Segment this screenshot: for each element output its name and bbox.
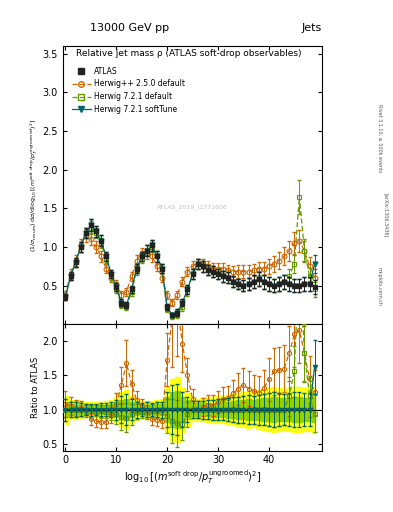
Text: Rivet 3.1.10, ≥ 500k events: Rivet 3.1.10, ≥ 500k events [377,104,382,173]
Text: ATLAS_2019_I1772606: ATLAS_2019_I1772606 [157,204,228,210]
Text: Jets: Jets [302,23,322,33]
Text: mcplots.cern.ch: mcplots.cern.ch [377,267,382,306]
Text: [arXiv:1306.3436]: [arXiv:1306.3436] [384,193,388,237]
Text: 13000 GeV pp: 13000 GeV pp [90,23,169,33]
Y-axis label: $(1/\sigma_\mathrm{resum})$ d$\sigma$/d$\log_{10}[(m^\mathrm{soft\ drop}/p_T^\ma: $(1/\sigma_\mathrm{resum})$ d$\sigma$/d$… [28,118,40,252]
Y-axis label: Ratio to ATLAS: Ratio to ATLAS [31,357,40,418]
X-axis label: $\log_{10}[(m^{\mathrm{soft\ drop}}/p_T^{\mathrm{ungroomed}})^2]$: $\log_{10}[(m^{\mathrm{soft\ drop}}/p_T^… [124,468,261,486]
Text: Relative jet mass ρ (ATLAS soft-drop observables): Relative jet mass ρ (ATLAS soft-drop obs… [76,49,301,58]
Legend: ATLAS, Herwig++ 2.5.0 default, Herwig 7.2.1 default, Herwig 7.2.1 softTune: ATLAS, Herwig++ 2.5.0 default, Herwig 7.… [72,67,185,114]
